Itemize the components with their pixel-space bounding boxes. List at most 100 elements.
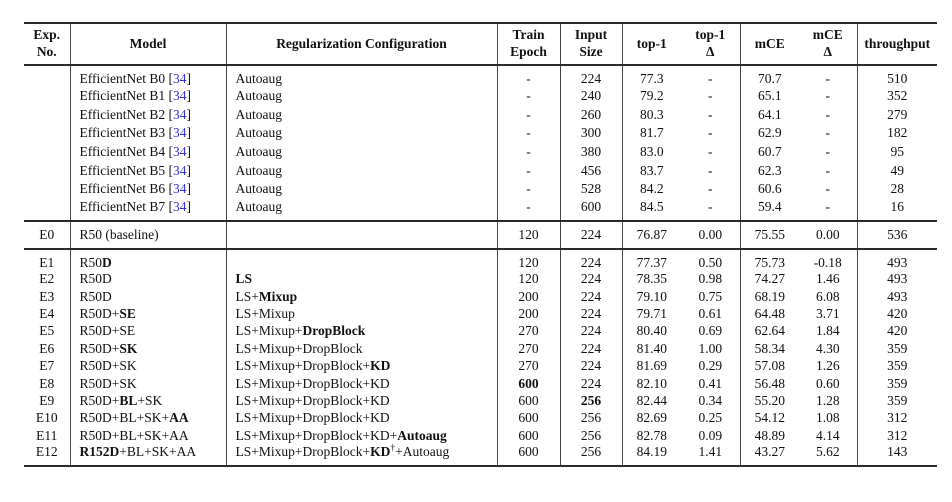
table-row: E10 R50D+BL+SK+AA LS+Mixup+DropBlock+KD 600…: [24, 409, 937, 428]
cell-exp-no: E3: [24, 287, 71, 306]
header-line: Size: [579, 44, 603, 59]
cell-regularization-configuration: Autoaug: [226, 161, 498, 180]
cell-top-1: 81.69: [636, 358, 667, 374]
citation-link[interactable]: 34: [172, 88, 187, 104]
cell-input-size: 224: [560, 374, 623, 393]
text-segment: EfficientNet B6 [: [79, 181, 173, 197]
citation-link[interactable]: 34: [172, 144, 187, 160]
cell-exp-no: E9: [24, 392, 71, 410]
bold-text-segment: DropBlock: [302, 323, 366, 339]
text-segment: +BL+SK+AA: [119, 444, 197, 460]
cell-top-1-delta: 0.61: [681, 305, 741, 323]
bold-text-segment: 600: [518, 375, 539, 391]
table-row: EfficientNet B2 [34] Autoaug -260 80.3-64.1…: [24, 105, 937, 125]
bold-text-segment: Autoaug: [397, 427, 447, 443]
table-row: EfficientNet B4 [34] Autoaug -380 83.0-60.7…: [24, 142, 937, 162]
text-segment: EfficientNet B0 [: [79, 71, 173, 86]
cell-model: R50D: [70, 270, 227, 288]
citation-link[interactable]: 34: [172, 162, 187, 178]
cell-exp-no: [24, 179, 71, 199]
text-segment: ]: [186, 125, 191, 141]
cell-model: R50D+BL+SK+AA: [70, 409, 227, 428]
cell-model: EfficientNet B6 [34]: [70, 179, 227, 199]
cell-mce-delta: 3.71: [799, 305, 858, 323]
citation-link[interactable]: 34: [172, 106, 187, 122]
cell-train-epoch: -: [497, 142, 561, 162]
text-segment: EfficientNet B4 [: [79, 144, 173, 160]
cell-regularization-configuration: Autoaug: [226, 124, 498, 143]
cell-top-1-delta: -: [681, 198, 741, 221]
cell-train-epoch: -: [497, 65, 561, 87]
cell-exp-no: E4: [24, 305, 71, 323]
cell-train-epoch: -: [497, 161, 561, 180]
cell-top-1: 84.5: [639, 198, 664, 214]
cell-exp-no: E6: [24, 340, 71, 358]
cell-mce-delta: -: [799, 65, 858, 87]
bold-text-segment: SE: [119, 306, 136, 322]
cell-top-1: 78.35: [636, 271, 667, 287]
cell-top-1: 79.2: [639, 88, 664, 104]
cell-top-1: 79.10: [636, 288, 667, 304]
cell-throughput: 182: [887, 125, 908, 141]
section-efficientnet-baselines: EfficientNet B0 [34] Autoaug -224 77.3-70.7…: [24, 65, 937, 221]
cell-mce-delta: -: [799, 179, 858, 199]
cell-throughput: 493: [887, 271, 908, 287]
header-line: mCE: [812, 27, 843, 43]
cell-model: R152D+BL+SK+AA: [70, 444, 227, 467]
bold-text-segment: KD: [370, 358, 391, 374]
cell-mce: 65.1: [757, 88, 782, 104]
cell-regularization-configuration: Autoaug: [226, 179, 498, 199]
cell-exp-no: E5: [24, 322, 71, 341]
column-header-exp-no: Exp. No.: [24, 23, 71, 65]
cell-mce: 75.73: [754, 254, 785, 270]
cell-exp-no: [24, 105, 71, 125]
table-row: EfficientNet B3 [34] Autoaug -300 81.7-62.9…: [24, 124, 937, 143]
cell-throughput: 28: [890, 181, 905, 197]
table-row: E4 R50D+SE LS+Mixup 200 224 79.71 0.61 64.48 3.7…: [24, 305, 937, 323]
cell-mce-delta: 4.30: [799, 340, 858, 358]
cell-top-1: 83.7: [639, 162, 664, 178]
cell-model: R50D: [70, 287, 227, 306]
cell-exp-no: [24, 198, 71, 221]
cell-throughput: 143: [887, 444, 908, 460]
bold-text-segment: LS: [235, 271, 253, 287]
citation-link[interactable]: 34: [172, 198, 187, 214]
citation-link[interactable]: 34: [172, 71, 187, 86]
cell-model: EfficientNet B4 [34]: [70, 142, 227, 162]
header-line: top-1: [636, 35, 667, 51]
cell-train-epoch: 120: [497, 248, 561, 271]
header-line: Regularization Configuration: [276, 35, 447, 51]
cell-mce: 56.48: [754, 375, 785, 391]
cell-throughput: 493: [887, 254, 908, 270]
cell-exp-no: E11: [24, 427, 71, 445]
citation-link[interactable]: 34: [172, 181, 187, 197]
table-row: E2 R50D LS 120 224 78.35 0.98 74.27 1.46 493: [24, 270, 937, 288]
cell-train-epoch: 600: [497, 374, 561, 393]
cell-model: EfficientNet B7 [34]: [70, 198, 227, 221]
cell-top-1-delta: 1.41: [681, 444, 741, 467]
cell-mce: 58.34: [754, 340, 785, 356]
citation-link[interactable]: 34: [172, 125, 187, 141]
column-header-top-1-delta: top-1 Δ: [681, 23, 741, 65]
cell-throughput: 359: [887, 392, 908, 408]
cell-top-1: 82.78: [636, 427, 667, 443]
column-header-top-1: top-1: [622, 23, 681, 65]
cell-throughput: 420: [887, 323, 908, 339]
cell-model: EfficientNet B1 [34]: [70, 87, 227, 106]
text-segment: R50D+: [79, 306, 120, 322]
cell-regularization-configuration: [226, 248, 498, 271]
section-resnet50-baseline: E0 R50 (baseline) 120 224 76.87 0.00 75.55 0.00…: [24, 220, 937, 249]
cell-top-1-delta: 1.00: [681, 340, 741, 358]
bold-text-segment: BL: [119, 392, 138, 408]
table-row: E12 R152D+BL+SK+AA LS+Mixup+DropBlock+KD†+…: [24, 444, 937, 467]
cell-model: R50D+SK: [70, 374, 227, 393]
cell-throughput: 49: [890, 162, 905, 178]
cell-model: R50D+BL+SK: [70, 392, 227, 410]
cell-top-1: 82.69: [636, 410, 667, 426]
cell-train-epoch: 120: [497, 270, 561, 288]
cell-mce-delta: 1.26: [799, 357, 858, 375]
cell-exp-no: [24, 161, 71, 180]
section-experiments: E1 R50D 120 224 77.37 0.50 75.73 -0.18 493 E2 R50D…: [24, 248, 937, 467]
cell-top-1-delta: 0.98: [681, 270, 741, 288]
